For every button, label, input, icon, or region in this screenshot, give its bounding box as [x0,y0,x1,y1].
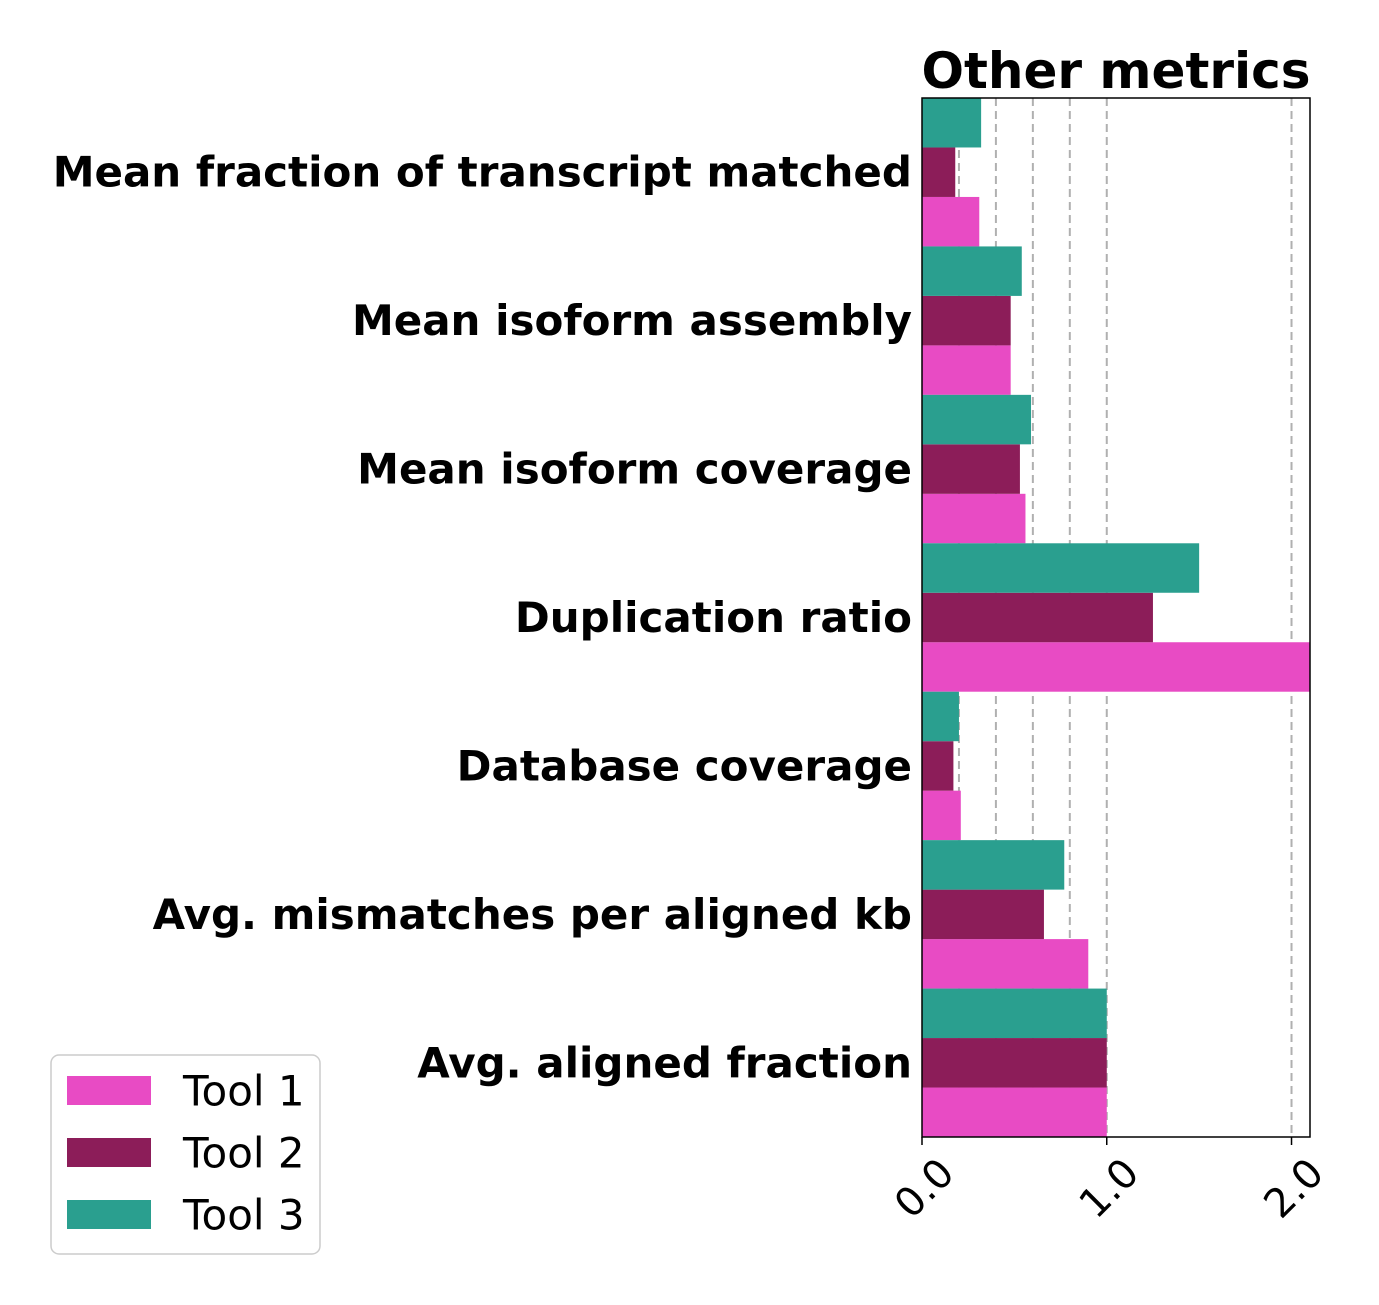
category-label-1: Mean isoform assembly [352,296,912,345]
category-label-3: Duplication ratio [515,593,912,642]
category-labels: Mean fraction of transcript matched Mean … [53,148,912,1088]
legend-label-1: Tool 2 [182,1129,305,1178]
x-tick-label-2: 2.0 [1255,1150,1333,1228]
bar-tool-1-3 [922,642,1310,692]
bar-tool-3-2 [922,394,1032,445]
category-label-5: Avg. mismatches per aligned kb [153,890,912,939]
bar-tool-2-2 [922,444,1020,494]
bar-tool-2-5 [922,889,1044,940]
bar-tool-1-6 [922,1087,1107,1137]
x-tick-label-0: 0.0 [886,1150,964,1228]
bar-tool-3-4 [922,691,959,742]
category-label-2: Mean isoform coverage [357,445,912,494]
category-label-0: Mean fraction of transcript matched [53,148,912,197]
legend-label-2: Tool 3 [182,1191,305,1240]
legend-swatch-2 [67,1200,151,1229]
bar-tool-2-4 [922,741,954,791]
bar-tool-3-3 [922,543,1200,593]
legend-swatch-1 [67,1138,151,1167]
bar-tool-1-5 [922,939,1089,989]
bar-tool-2-6 [922,1038,1107,1088]
x-tick-label-1: 1.0 [1071,1150,1149,1228]
bar-tool-1-0 [922,196,980,247]
plot-frame [921,97,1311,1138]
bar-tool-3-1 [922,246,1022,296]
bar-tool-3-6 [922,988,1107,1039]
bar-tool-2-0 [922,147,956,197]
bar-tool-2-3 [922,592,1153,643]
category-label-4: Database coverage [457,741,912,790]
bars-layer [922,98,1310,1137]
legend: Tool 1 Tool 2 Tool 3 [50,1054,321,1255]
x-axis-ticks: 0.0 1.0 2.0 [886,1137,1333,1227]
bar-tool-1-1 [922,345,1011,395]
category-label-6: Avg. aligned fraction [417,1038,912,1087]
bar-tool-1-2 [922,493,1026,544]
chart-title: Other metrics [921,42,1310,100]
legend-swatch-0 [67,1076,151,1105]
bar-tool-1-4 [922,790,961,841]
legend-label-0: Tool 1 [182,1067,305,1116]
bar-tool-2-1 [922,295,1011,346]
bar-tool-3-0 [922,98,982,148]
bar-tool-3-5 [922,840,1065,890]
